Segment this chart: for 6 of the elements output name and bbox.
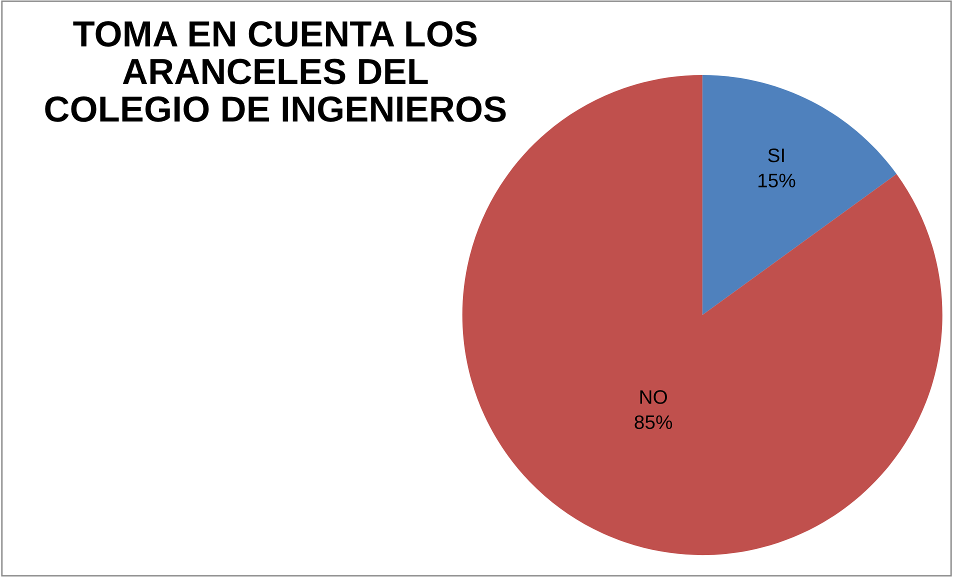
data-label: 15% [758, 174, 796, 188]
pie-slice [702, 75, 897, 316]
slice-label: NO [640, 390, 667, 404]
chart-title: TOMA EN CUENTA LOS ARANCELES DEL COLEGIO DE INGENIEROS [45, 21, 506, 122]
data-label: 85% [634, 415, 672, 430]
slice-label: SI [768, 148, 784, 162]
